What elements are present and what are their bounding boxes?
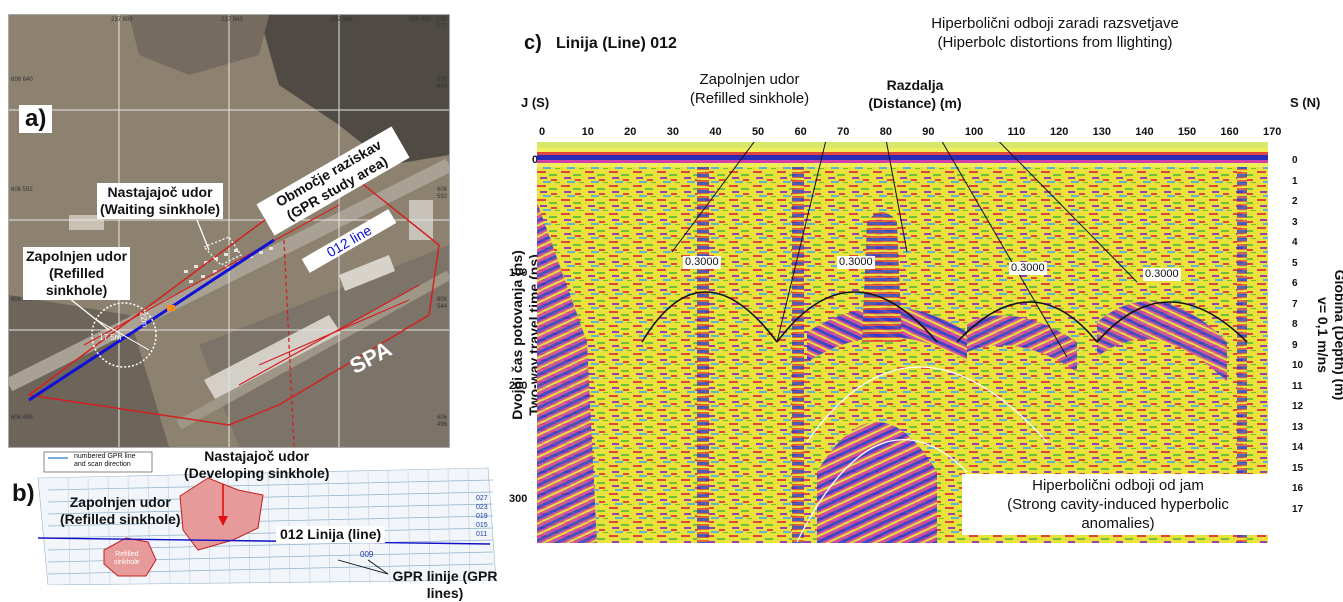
- grid-coordinate: 606 640: [11, 77, 33, 83]
- distance-axis-title: Razdalja (Distance) (m): [868, 77, 962, 111]
- depth-tick-label: 17: [1292, 503, 1304, 515]
- grid-coordinate: 606 640: [436, 77, 447, 90]
- velocity-label: 0.3000: [1009, 262, 1047, 275]
- depth-tick-label: 9: [1292, 339, 1298, 351]
- gpr-lines-panel: numbered GPR line and scan direction b) …: [8, 448, 498, 601]
- time-tick-label: 200: [509, 380, 528, 392]
- developing-sinkhole-label: Nastajajoč udor (Developing sinkhole): [184, 448, 330, 481]
- radargram-graphic: [537, 142, 1268, 543]
- line-012-label: 012 Linija (line): [276, 526, 386, 543]
- depth-tick-label: 10: [1292, 360, 1304, 371]
- time-tick-label: 0: [532, 154, 539, 166]
- time-tick-label: 100: [509, 267, 528, 279]
- lighting-distortion-note: Hiperbolični odboji zaradi razsvetjave (…: [931, 15, 1179, 51]
- refilled-sinkhole-label: Zapolnjen udor (Refilled sinkhole): [23, 247, 131, 300]
- depth-tick-label: 16: [1292, 483, 1304, 494]
- waiting-sinkhole-label: Nastajajoč udor (Waiting sinkhole): [97, 183, 224, 219]
- grid-coordinate: 238 032: [409, 17, 431, 23]
- refilled-sinkhole-small-label: Refilled sinkhole: [114, 551, 140, 566]
- south-end-label: J (S): [521, 95, 550, 110]
- distance-tick-label: 60: [794, 126, 807, 138]
- depth-tick-label: 8: [1292, 319, 1298, 330]
- distance-tick-label: 120: [1050, 126, 1069, 138]
- refilled-sinkhole-label: Zapolnjen udor (Refilled sinkhole): [689, 71, 810, 107]
- distance-tick-label: 40: [709, 126, 722, 138]
- velocity-label: 0.3000: [1143, 268, 1181, 281]
- grid-coordinate: 606 592: [436, 187, 447, 200]
- grid-coordinate: 606 544: [436, 297, 447, 310]
- panel-c-letter: c): [524, 32, 542, 54]
- aerial-map-graphic: [9, 15, 449, 447]
- distance-tick-label: 10: [581, 126, 594, 138]
- depth-axis-title: Globina (Depth) (m) v= 0,1 m/ns: [1315, 269, 1343, 401]
- grid-coordinate: 606 496: [436, 415, 447, 428]
- line-number: 023: [476, 504, 488, 511]
- refilled-sinkhole-label: Zapolnjen udor (Refilled sinkhole): [60, 494, 181, 527]
- depth-tick-label: 4: [1292, 237, 1298, 248]
- distance-tick-label: 50: [751, 126, 765, 138]
- line-number: 009: [360, 550, 374, 559]
- line-number: 015: [476, 522, 488, 529]
- distance-tick-label: 0: [539, 126, 546, 138]
- depth-tick-label: 13: [1292, 421, 1304, 433]
- north-end-label: S (N): [1290, 95, 1321, 110]
- time-tick-label: 300: [509, 493, 528, 505]
- distance-tick-label: 100: [964, 126, 984, 138]
- distance-tick-label: 130: [1092, 126, 1111, 138]
- distance-tick-label: 140: [1135, 126, 1154, 138]
- line-number: 011: [476, 531, 488, 538]
- velocity-label: 0.3000: [837, 256, 875, 269]
- grid-coordinate: 606 592: [11, 187, 33, 193]
- dimension-label: 17.5m: [99, 333, 122, 342]
- distance-tick-label: 150: [1177, 126, 1197, 138]
- line-number: 027: [476, 495, 488, 502]
- depth-tick-label: 12: [1292, 401, 1304, 412]
- panel-b-letter: b): [12, 480, 35, 508]
- depth-tick-label: 7: [1292, 298, 1298, 310]
- depth-tick-label: 1: [1292, 175, 1298, 187]
- depth-tick-label: 0: [1292, 155, 1298, 166]
- velocity-label: 0.3000: [683, 256, 721, 269]
- grid-coordinate: 237 943: [221, 17, 243, 23]
- distance-tick-label: 30: [666, 126, 679, 138]
- panel-a-letter: a): [19, 105, 53, 133]
- radargram-title: Linija (Line) 012: [556, 35, 677, 52]
- distance-tick-label: 90: [922, 126, 935, 138]
- depth-tick-label: 2: [1292, 196, 1298, 207]
- distance-tick-label: 160: [1220, 126, 1239, 138]
- gpr-lines-label: GPR linije (GPR lines): [392, 568, 498, 601]
- radargram: 0.3000 0.3000 0.3000 0.3000: [537, 142, 1268, 543]
- grid-coordinate: 606 544: [11, 297, 33, 303]
- distance-tick-label: 170: [1263, 126, 1282, 138]
- gpr-lines-graphic: [37, 451, 497, 585]
- distance-tick-label: 70: [837, 126, 850, 138]
- depth-tick-label: 11: [1292, 380, 1303, 392]
- distance-tick-label: 110: [1007, 126, 1026, 138]
- legend-text: numbered GPR line and scan direction: [74, 453, 136, 468]
- grid-coordinate: 237 899: [111, 17, 133, 23]
- cavity-anomaly-note: Hiperbolični odboji od jam (Strong cavit…: [962, 474, 1274, 535]
- depth-tick-label: 14: [1292, 442, 1304, 453]
- depth-tick-label: 15: [1292, 462, 1304, 474]
- depth-tick-label: 3: [1292, 216, 1298, 228]
- distance-tick-label: 80: [879, 126, 892, 138]
- grid-coordinate: 237 988: [331, 17, 353, 23]
- line-number: 019: [476, 513, 488, 520]
- distance-tick-label: 20: [624, 126, 637, 138]
- depth-tick-label: 5: [1292, 257, 1298, 269]
- depth-tick-label: 6: [1292, 278, 1298, 289]
- grid-coordinate: 606 496: [11, 415, 33, 421]
- aerial-map-panel: 237 899 237 943 237 988 238 032 238 077 …: [8, 14, 450, 448]
- grid-coordinate: 238 077: [436, 17, 447, 30]
